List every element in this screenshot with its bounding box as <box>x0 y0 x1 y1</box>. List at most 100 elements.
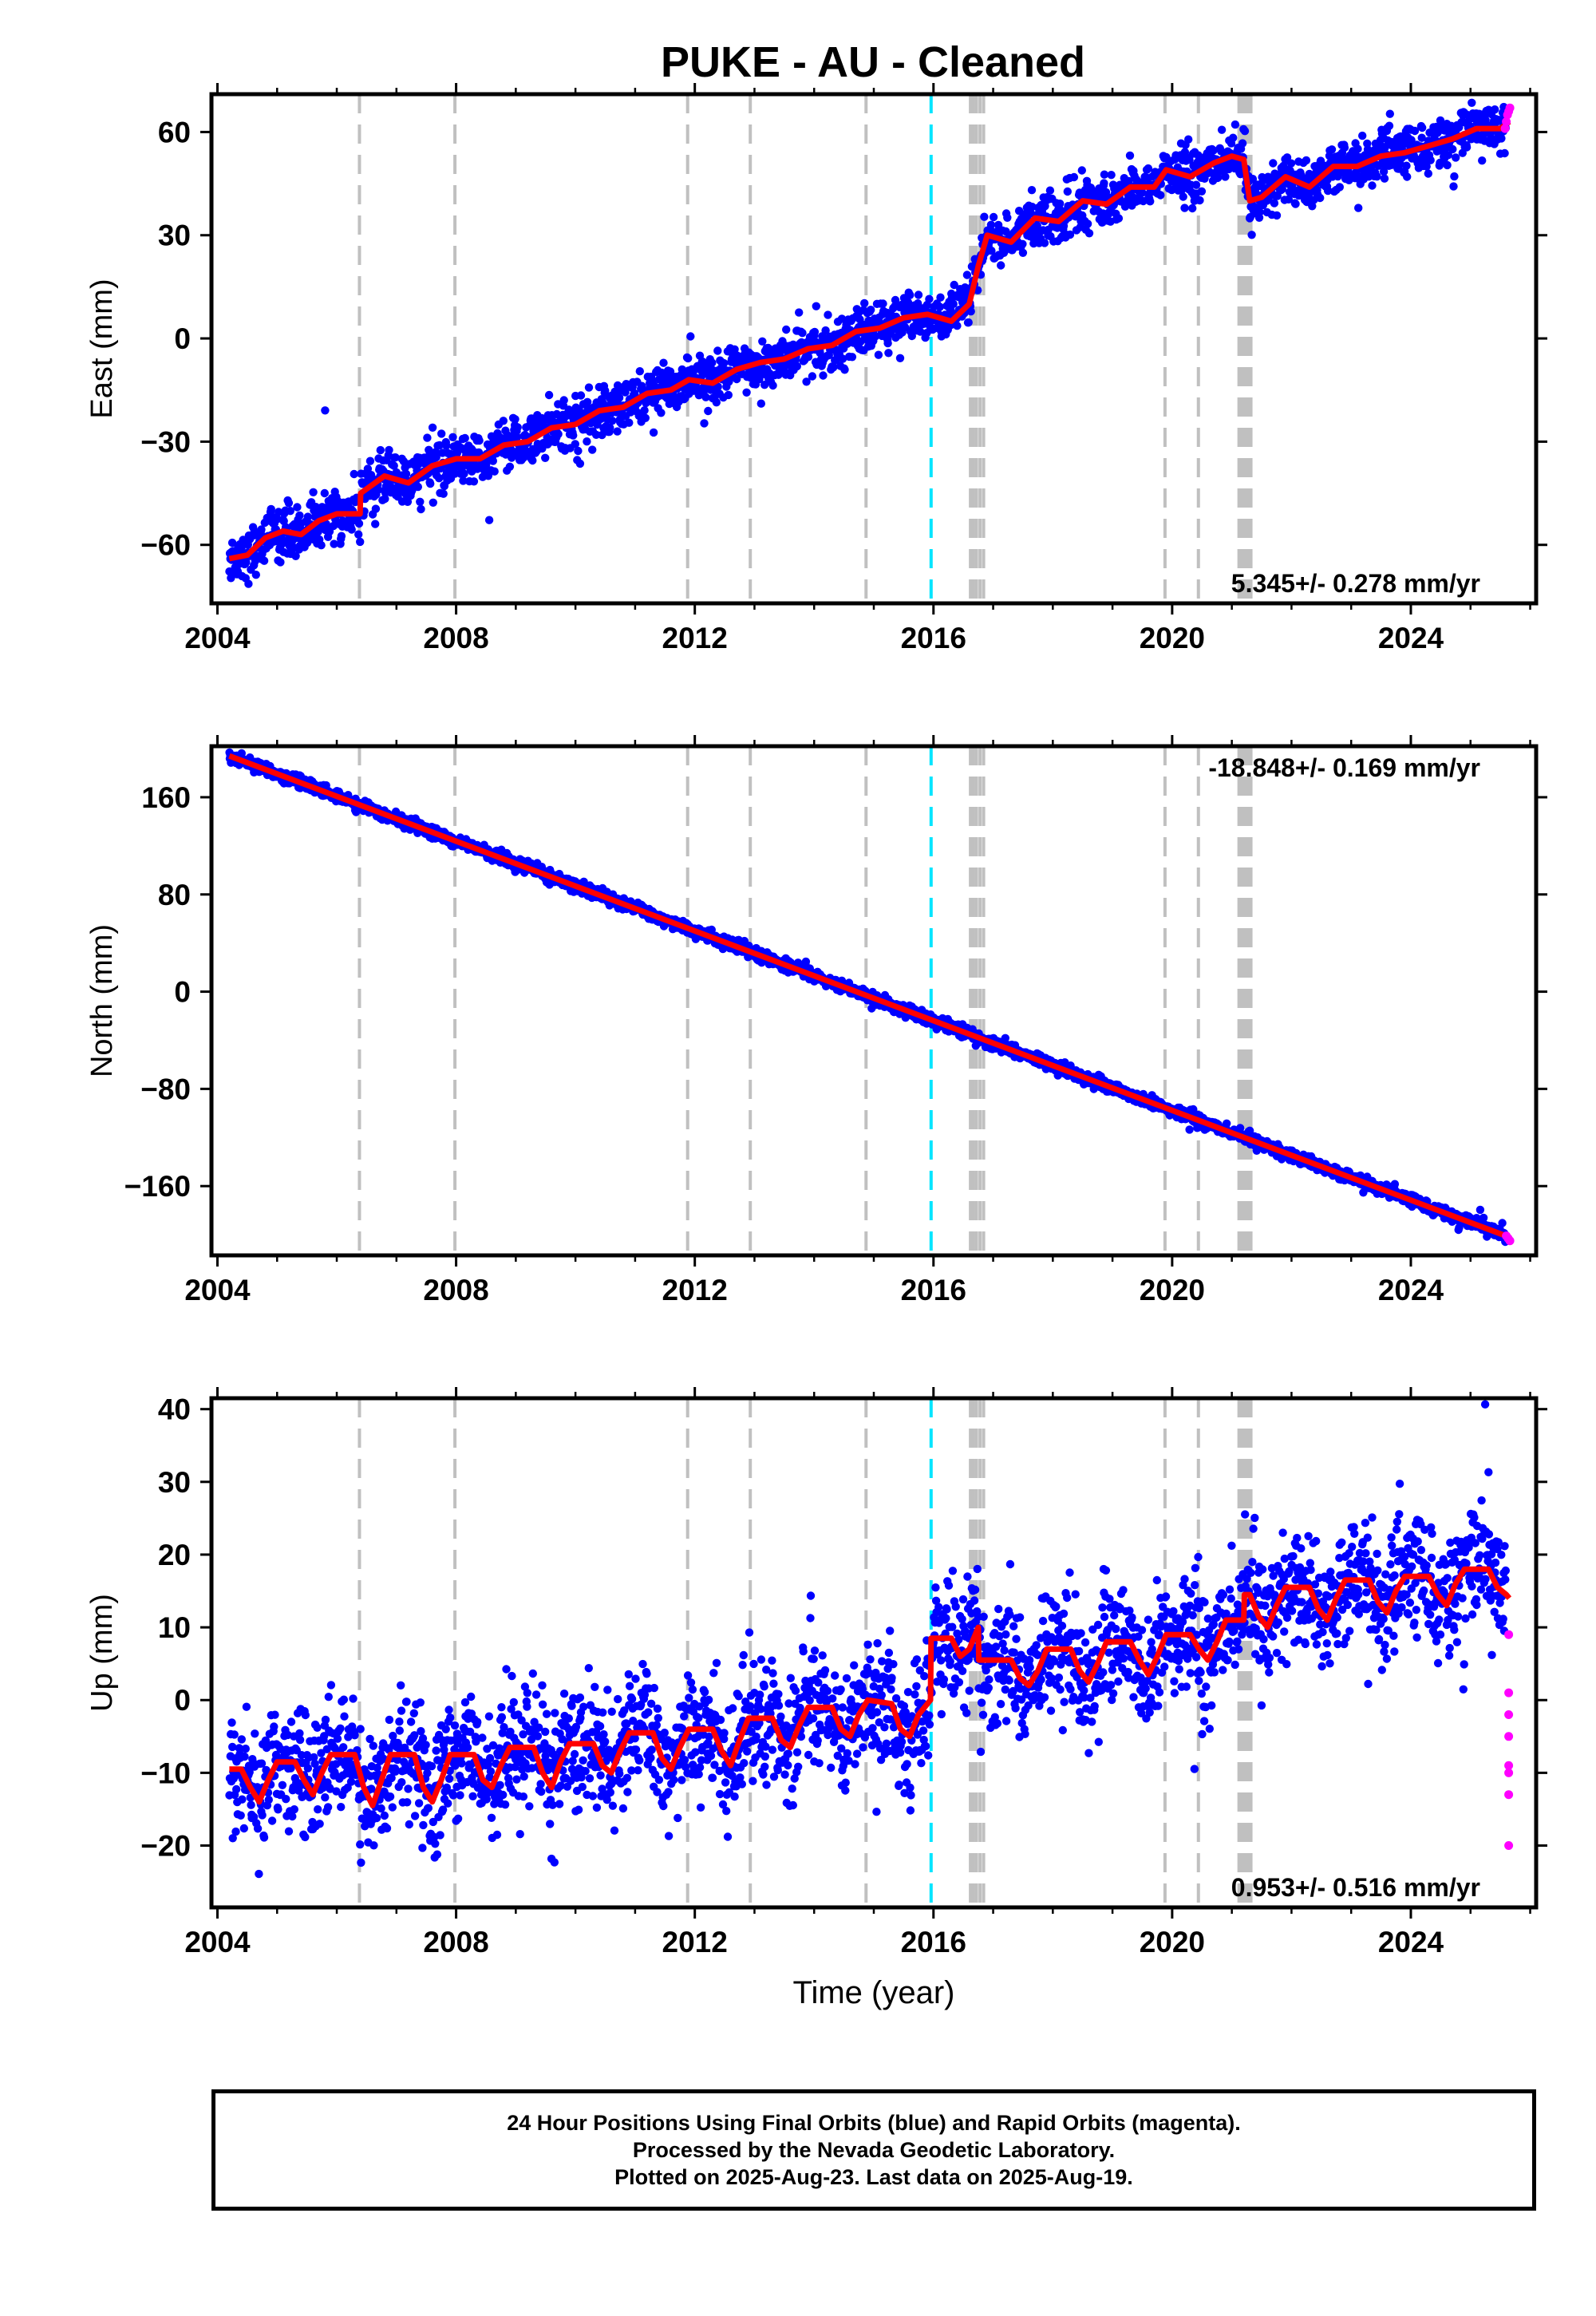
data-point <box>1100 179 1108 188</box>
data-point <box>276 558 285 567</box>
data-point <box>819 371 828 380</box>
data-point <box>459 476 468 485</box>
data-point <box>1282 153 1292 162</box>
data-point <box>363 464 373 473</box>
data-point <box>584 383 594 392</box>
data-point <box>237 543 246 551</box>
data-point <box>713 346 722 355</box>
data-point <box>792 362 801 371</box>
data-point <box>354 519 364 528</box>
data-point <box>505 462 515 471</box>
data-point <box>1354 204 1363 212</box>
data-point <box>1385 109 1395 118</box>
data-point <box>1065 230 1075 239</box>
data-point <box>356 537 365 547</box>
data-point <box>469 477 479 486</box>
rapid-orbit-point <box>1500 124 1510 133</box>
data-point <box>354 530 363 539</box>
data-point <box>559 396 568 405</box>
data-point <box>713 382 722 391</box>
data-point <box>1472 58 1479 66</box>
data-point <box>435 441 444 450</box>
data-point <box>1402 161 1411 170</box>
data-point <box>1308 202 1317 211</box>
panel-east: 2004 2008 2012 2016 2020 2024−60−3003060East … <box>85 58 1547 654</box>
y-axis-label: East (mm) <box>85 279 119 418</box>
data-point <box>1156 191 1165 200</box>
data-point <box>448 433 457 441</box>
data-point <box>1491 105 1499 114</box>
data-point <box>986 220 996 229</box>
data-point <box>432 453 440 462</box>
data-point <box>1026 208 1035 218</box>
data-point <box>257 525 266 534</box>
data-point <box>366 471 376 480</box>
data-point <box>330 539 338 548</box>
data-point <box>953 322 962 330</box>
data-point <box>860 298 869 308</box>
data-point <box>1240 127 1250 136</box>
data-point <box>997 261 1005 270</box>
data-point <box>309 488 318 496</box>
data-point <box>1462 143 1472 152</box>
data-point <box>417 504 425 514</box>
x-tick-label: 2020 <box>1140 622 1205 654</box>
data-point <box>1063 187 1073 196</box>
data-point <box>1180 204 1189 212</box>
data-point <box>891 295 900 305</box>
data-point <box>1286 159 1296 168</box>
data-point <box>678 365 686 374</box>
data-point <box>295 511 304 520</box>
data-point <box>1084 229 1094 238</box>
data-point <box>1229 133 1238 142</box>
data-point <box>641 413 650 422</box>
data-point <box>554 429 563 439</box>
data-point <box>1327 145 1337 154</box>
data-point <box>621 388 630 397</box>
data-point <box>730 345 739 354</box>
data-point <box>259 556 269 565</box>
data-point <box>303 512 312 521</box>
data-point <box>701 393 710 401</box>
data-point <box>867 306 875 314</box>
data-point <box>1056 200 1065 208</box>
data-point <box>686 332 695 341</box>
data-point <box>601 386 610 395</box>
data-point <box>950 280 958 290</box>
data-point <box>802 377 811 386</box>
data-point <box>442 441 451 450</box>
data-point <box>1291 200 1300 208</box>
data-point <box>291 551 300 560</box>
data-point <box>591 430 601 439</box>
data-point <box>1144 164 1153 173</box>
data-point <box>1475 85 1483 93</box>
data-point <box>1493 77 1501 85</box>
data-point <box>482 460 491 469</box>
data-point <box>614 387 623 396</box>
data-point <box>1353 144 1362 153</box>
data-point <box>935 302 945 311</box>
data-point <box>1247 231 1256 239</box>
data-point <box>1077 166 1087 175</box>
data-point <box>613 381 622 390</box>
rate-label: 5.345+/- 0.278 mm/yr <box>1231 569 1480 598</box>
rapid-orbit-point <box>1502 117 1511 126</box>
data-point <box>1235 1124 1245 1132</box>
y-tick-label: 0 <box>174 322 191 355</box>
data-point <box>980 212 989 221</box>
data-point <box>237 749 246 758</box>
data-point <box>987 247 996 255</box>
x-tick-label: 2008 <box>423 622 488 654</box>
data-point <box>1417 133 1426 142</box>
data-point <box>337 532 346 540</box>
x-tick-label: 2004 <box>184 622 251 654</box>
data-point <box>1452 153 1460 162</box>
data-point <box>373 485 383 494</box>
chart-title: PUKE - AU - Cleaned <box>661 38 1085 86</box>
data-point <box>416 497 425 506</box>
data-point <box>1018 239 1027 248</box>
data-point <box>1191 180 1201 189</box>
y-tick-label: −30 <box>140 425 191 458</box>
data-point <box>1478 156 1487 165</box>
data-point <box>381 494 389 504</box>
